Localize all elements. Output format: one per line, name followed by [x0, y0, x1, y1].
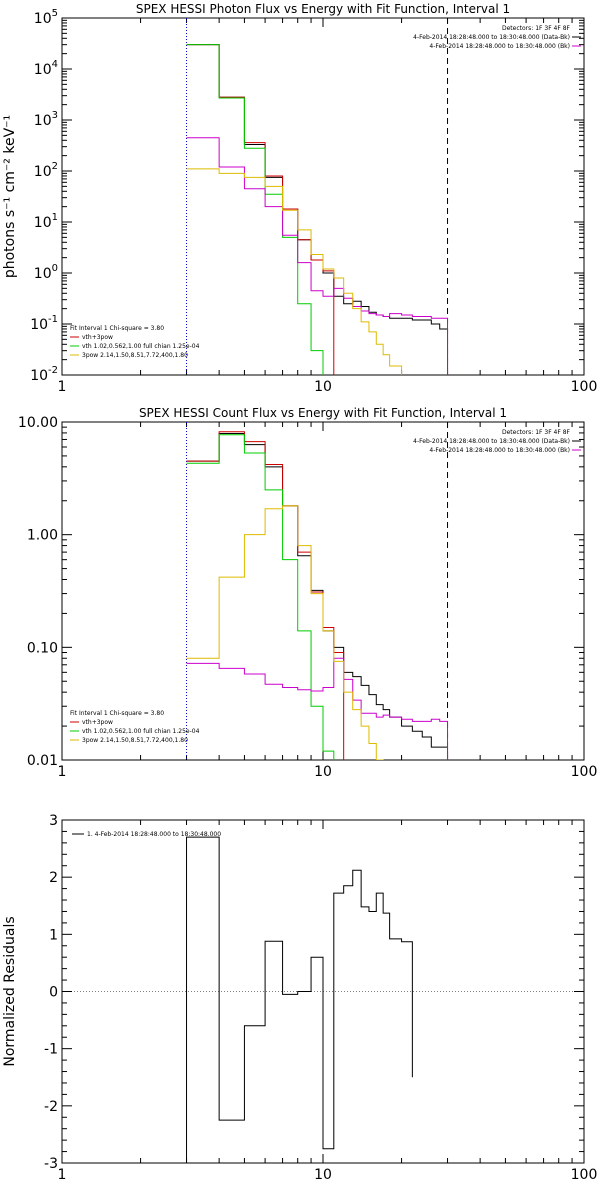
series-2-histogram — [186, 44, 335, 375]
series-1-histogram — [186, 433, 449, 760]
y-tick-label: 2 — [49, 870, 58, 886]
x-tick-label: 100 — [571, 1167, 598, 1183]
y-tick-label: 0.01 — [27, 753, 58, 769]
y-tick-label: 102 — [34, 161, 58, 180]
y-tick-label: 0 — [49, 985, 58, 1001]
series-3-histogram — [186, 434, 335, 760]
legend-fit-entry: vth+3pow — [82, 334, 113, 341]
legend-fit-entry: 3pow 2.14,1.50,8.51,7.72,400,1.80 — [82, 737, 188, 744]
x-tick-label: 10 — [314, 1167, 332, 1183]
legend-top-entry: Detectors: 1F 3F 4F 8F — [502, 429, 571, 436]
chart-panel-2: SPEX HESSI Count Flux vs Energy with Fit… — [18, 406, 598, 780]
y-tick-label: 10.00 — [18, 415, 58, 431]
legend-fit-title: Fit Interval 1 Chi-square = 3.80 — [70, 710, 164, 717]
series-1-histogram — [186, 44, 449, 375]
y-tick-label: -1 — [44, 1042, 58, 1058]
series-5-histogram — [186, 168, 403, 375]
legend-top-entry: 4-Feb-2014 18:28:48.000 to 18:30:48.000 … — [413, 34, 570, 41]
series-4-histogram — [186, 137, 449, 375]
x-tick-label: 1 — [58, 764, 67, 780]
legend-fit-title: Fit Interval 1 Chi-square = 3.80 — [70, 325, 164, 332]
x-tick-label: 1 — [58, 379, 67, 395]
legend-fit-entry: 3pow 2.14,1.50,8.51,7.72,400,1.80 — [82, 352, 188, 359]
legend-top-entry: Detectors: 1F 3F 4F 8F — [502, 25, 571, 32]
x-tick-label: 100 — [571, 379, 598, 395]
x-tick-label: 10 — [314, 764, 332, 780]
x-tick-label: 1 — [58, 1167, 67, 1183]
y-tick-label: 103 — [34, 110, 58, 129]
chart-title: SPEX HESSI Count Flux vs Energy with Fit… — [139, 406, 507, 420]
chart-title: SPEX HESSI Photon Flux vs Energy with Fi… — [136, 2, 510, 16]
series-5-histogram — [186, 505, 384, 760]
y-tick-label: 1 — [49, 927, 58, 943]
legend-top-entry: 4-Feb-2014 18:28:48.000 to 18:30:48.000 … — [429, 447, 570, 454]
y-tick-label: 101 — [34, 212, 58, 231]
legend-fit-entry: vth 1.02,0.562,1.00 full chian 1.25e-04 — [82, 728, 200, 735]
y-tick-label: 10-2 — [30, 365, 58, 384]
chart-panel-3: Normalized Residuals 1 10 100 -3 -2 -1 0 1 2 3 1. 4… — [2, 813, 597, 1183]
y-tick-label: -3 — [44, 1156, 58, 1172]
y-tick-label: 10-1 — [30, 314, 58, 333]
series-3-histogram — [186, 44, 324, 375]
legend-top-entry: 4-Feb-2014 18:28:48.000 to 18:30:48.000 … — [413, 438, 570, 445]
y-tick-label: 100 — [34, 263, 58, 282]
y-axis-label: photons s⁻¹ cm⁻² keV⁻¹ — [2, 115, 18, 278]
y-tick-label: 3 — [49, 813, 58, 829]
series-1-histogram — [186, 836, 413, 1163]
x-tick-label: 100 — [571, 764, 598, 780]
y-axis-label: Normalized Residuals — [2, 916, 18, 1066]
legend-top-entry: 4-Feb-2014 18:28:48.000 to 18:30:48.000 … — [429, 43, 570, 50]
y-tick-label: -2 — [44, 1099, 58, 1115]
legend-residual-entry: 1. 4-Feb-2014 18:28:48.000 to 18:30:48.0… — [87, 831, 221, 838]
legend-fit-entry: vth 1.02,0.562,1.00 full chian 1.25e-04 — [82, 343, 200, 350]
y-tick-label: 1.00 — [27, 528, 58, 544]
legend-fit-entry: vth+3pow — [82, 719, 113, 726]
y-tick-label: 105 — [34, 8, 58, 27]
y-tick-label: 0.10 — [27, 640, 58, 656]
chart-panel-1: SPEX HESSI Photon Flux vs Energy with Fi… — [2, 2, 597, 395]
x-tick-label: 10 — [314, 379, 332, 395]
plot-frame — [61, 17, 585, 376]
y-tick-label: 104 — [34, 59, 58, 78]
